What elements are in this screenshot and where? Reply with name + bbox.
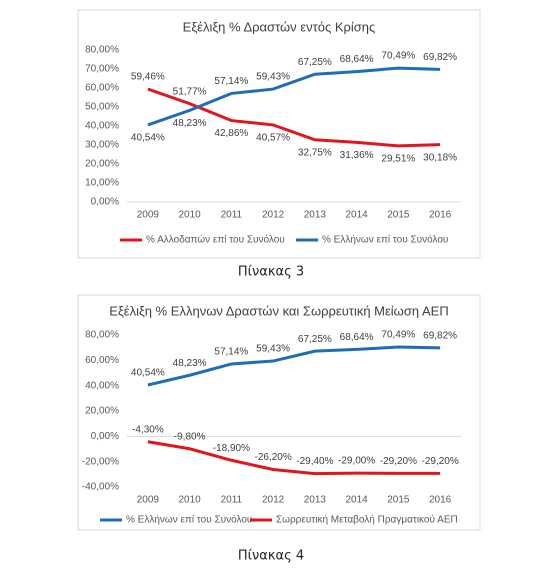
data-label: 69,82% xyxy=(423,52,457,63)
data-label: -29,00% xyxy=(338,456,375,467)
x-tick-label: 2012 xyxy=(262,210,285,221)
caption: Πίνακας 3 xyxy=(238,265,304,280)
y-tick-label: 0,00% xyxy=(91,431,119,442)
x-tick-label: 2014 xyxy=(346,495,369,506)
y-tick-label: 60,00% xyxy=(85,83,119,94)
y-tick-label: 20,00% xyxy=(85,159,119,170)
y-tick-label: 0,00% xyxy=(91,197,119,208)
data-label: 40,54% xyxy=(131,133,165,144)
data-label: 57,14% xyxy=(214,76,248,87)
data-label: 70,49% xyxy=(381,330,415,341)
data-label: 69,82% xyxy=(423,331,457,342)
data-label: 68,64% xyxy=(340,54,374,65)
chart-title: Εξέλιξη % Ελληνων Δραστών και Σωρρευτική… xyxy=(109,303,448,318)
data-label: 59,43% xyxy=(256,344,290,355)
x-tick-label: 2011 xyxy=(221,210,243,221)
y-tick-label: 60,00% xyxy=(85,355,119,366)
y-tick-label: 20,00% xyxy=(85,406,119,417)
x-tick-label: 2013 xyxy=(304,495,327,506)
x-tick-label: 2015 xyxy=(387,495,410,506)
data-label: 40,54% xyxy=(131,368,165,379)
caption: Πίνακας 4 xyxy=(238,549,304,564)
data-label: 31,36% xyxy=(340,150,374,161)
chart-title: Εξέλιξη % Δραστών εντός Κρίσης xyxy=(183,19,376,34)
y-tick-label: 40,00% xyxy=(85,380,119,391)
y-tick-label: -40,00% xyxy=(82,482,119,493)
line-series xyxy=(147,345,441,387)
legend-label: Σωρρευτική Μεταβολή Πραγματικού ΑΕΠ xyxy=(276,514,458,526)
y-tick-label: 30,00% xyxy=(85,140,119,151)
data-label: -18,90% xyxy=(213,443,250,454)
y-tick-label: 80,00% xyxy=(85,330,119,341)
data-label: 59,46% xyxy=(131,72,165,83)
y-tick-label: 70,00% xyxy=(85,64,119,75)
data-label: 67,25% xyxy=(298,57,332,68)
data-label: 40,57% xyxy=(256,133,290,144)
x-tick-label: 2010 xyxy=(179,210,202,221)
data-label: -29,20% xyxy=(380,456,417,467)
x-tick-label: 2016 xyxy=(429,210,452,221)
data-label: -4,30% xyxy=(132,424,164,435)
data-label: 48,23% xyxy=(173,358,207,369)
data-label: 48,23% xyxy=(173,118,207,129)
data-label: -26,20% xyxy=(255,452,292,463)
data-label: 68,64% xyxy=(340,332,374,343)
line-series xyxy=(147,440,441,476)
x-tick-label: 2015 xyxy=(387,210,410,221)
x-tick-label: 2009 xyxy=(137,210,160,221)
data-label: 32,75% xyxy=(298,147,332,158)
y-tick-label: -20,00% xyxy=(82,456,119,467)
legend-label: % Ελλήνων επί του Συνόλου xyxy=(126,514,252,526)
data-label: 70,49% xyxy=(381,51,415,62)
x-tick-label: 2014 xyxy=(346,210,369,221)
chart-frame xyxy=(77,294,481,531)
legend-label: % Ελλήνων επί του Συνόλου xyxy=(322,234,448,246)
y-tick-label: 80,00% xyxy=(85,45,119,56)
data-label: -9,80% xyxy=(174,431,206,442)
y-tick-label: 50,00% xyxy=(85,102,119,113)
data-label: -29,40% xyxy=(296,456,333,467)
y-tick-label: 10,00% xyxy=(85,178,119,189)
data-label: 51,77% xyxy=(173,86,207,97)
y-tick-label: 40,00% xyxy=(85,121,119,132)
x-tick-label: 2010 xyxy=(179,495,202,506)
x-tick-label: 2009 xyxy=(137,495,160,506)
data-label: 59,43% xyxy=(256,72,290,83)
data-label: 57,14% xyxy=(214,347,248,358)
data-label: 29,51% xyxy=(381,154,415,165)
data-label: 30,18% xyxy=(423,152,457,163)
data-label: 42,86% xyxy=(214,128,248,139)
data-label: -29,20% xyxy=(422,456,459,467)
legend-label: % Αλλοδαπών επί του Συνόλου xyxy=(146,234,285,246)
x-tick-label: 2011 xyxy=(221,495,243,506)
x-tick-label: 2012 xyxy=(262,495,285,506)
data-label: 67,25% xyxy=(298,334,332,345)
chart-frame xyxy=(77,9,481,259)
x-tick-label: 2016 xyxy=(429,495,452,506)
line-series xyxy=(147,66,441,127)
x-tick-label: 2013 xyxy=(304,210,327,221)
